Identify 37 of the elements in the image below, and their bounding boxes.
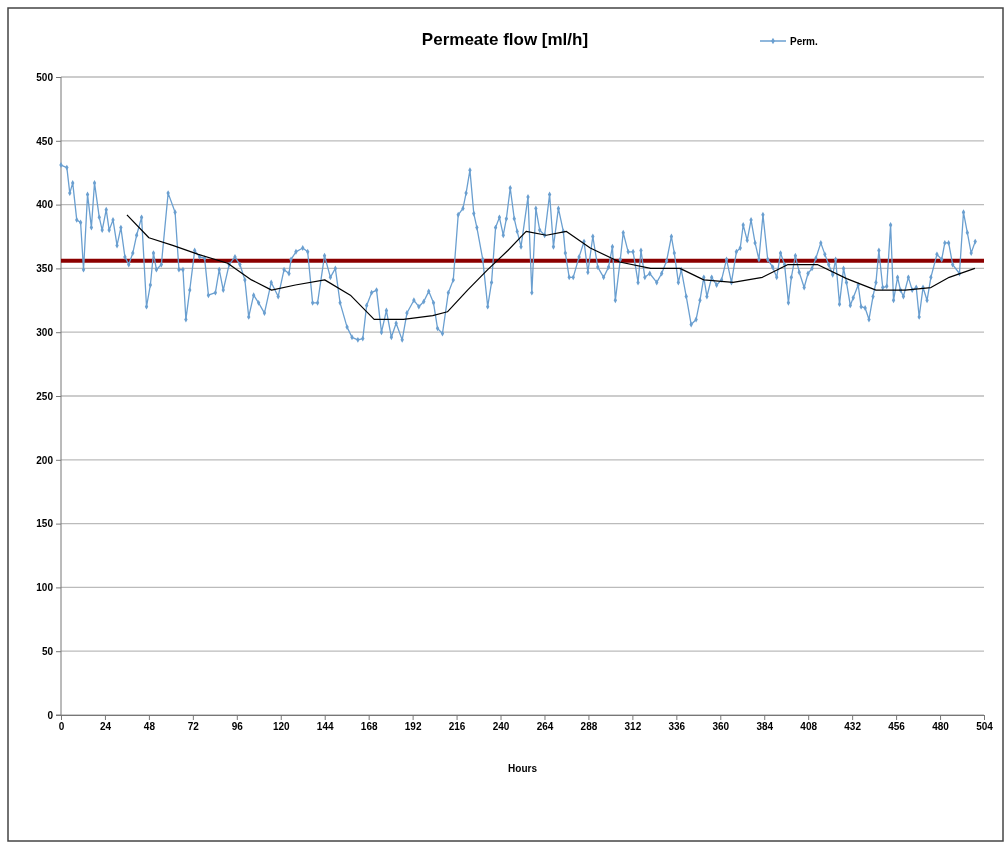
x-tick-label: 456 [888, 721, 906, 733]
chart-title: Permeate flow [ml/h] [421, 30, 589, 49]
y-tick-label: 450 [36, 135, 54, 147]
x-tick-label: 120 [272, 721, 291, 733]
x-tick-label: 0 [58, 721, 65, 733]
y-tick-label: 0 [47, 709, 54, 721]
y-tick-label: 50 [41, 645, 54, 657]
y-tick-label: 500 [36, 71, 54, 83]
x-tick-label: 144 [316, 721, 334, 733]
x-tick-label: 480 [932, 721, 950, 733]
line-series [126, 214, 976, 321]
x-tick-label: 192 [404, 721, 422, 733]
y-tick-label: 100 [36, 582, 54, 594]
x-tick-label: 336 [668, 721, 686, 733]
x-tick-label: 240 [492, 721, 510, 733]
y-tick-label: 300 [36, 326, 54, 338]
y-tick-label: 150 [36, 518, 54, 530]
x-tick-label: 312 [624, 721, 642, 733]
y-tick-label: 400 [36, 199, 54, 211]
x-tick-label: 360 [712, 721, 730, 733]
x-tick-label: 72 [187, 721, 200, 733]
x-tick-label: 216 [448, 721, 466, 733]
x-axis-title: Hours [508, 763, 538, 774]
x-tick-label: 504 [976, 721, 994, 733]
x-tick-label: 24 [99, 721, 112, 733]
y-tick-label: 350 [36, 263, 54, 275]
x-tick-label: 432 [844, 721, 862, 733]
x-tick-label: 384 [756, 721, 774, 733]
x-tick-label: 408 [800, 721, 818, 733]
y-tick-label: 200 [36, 454, 54, 466]
y-tick-label: 250 [36, 390, 54, 402]
x-tick-label: 48 [143, 721, 156, 733]
legend-label: Perm. [790, 36, 819, 47]
x-tick-label: 168 [360, 721, 378, 733]
x-tick-label: 96 [231, 721, 244, 733]
x-tick-label: 288 [580, 721, 598, 733]
x-tick-label: 264 [536, 721, 554, 733]
